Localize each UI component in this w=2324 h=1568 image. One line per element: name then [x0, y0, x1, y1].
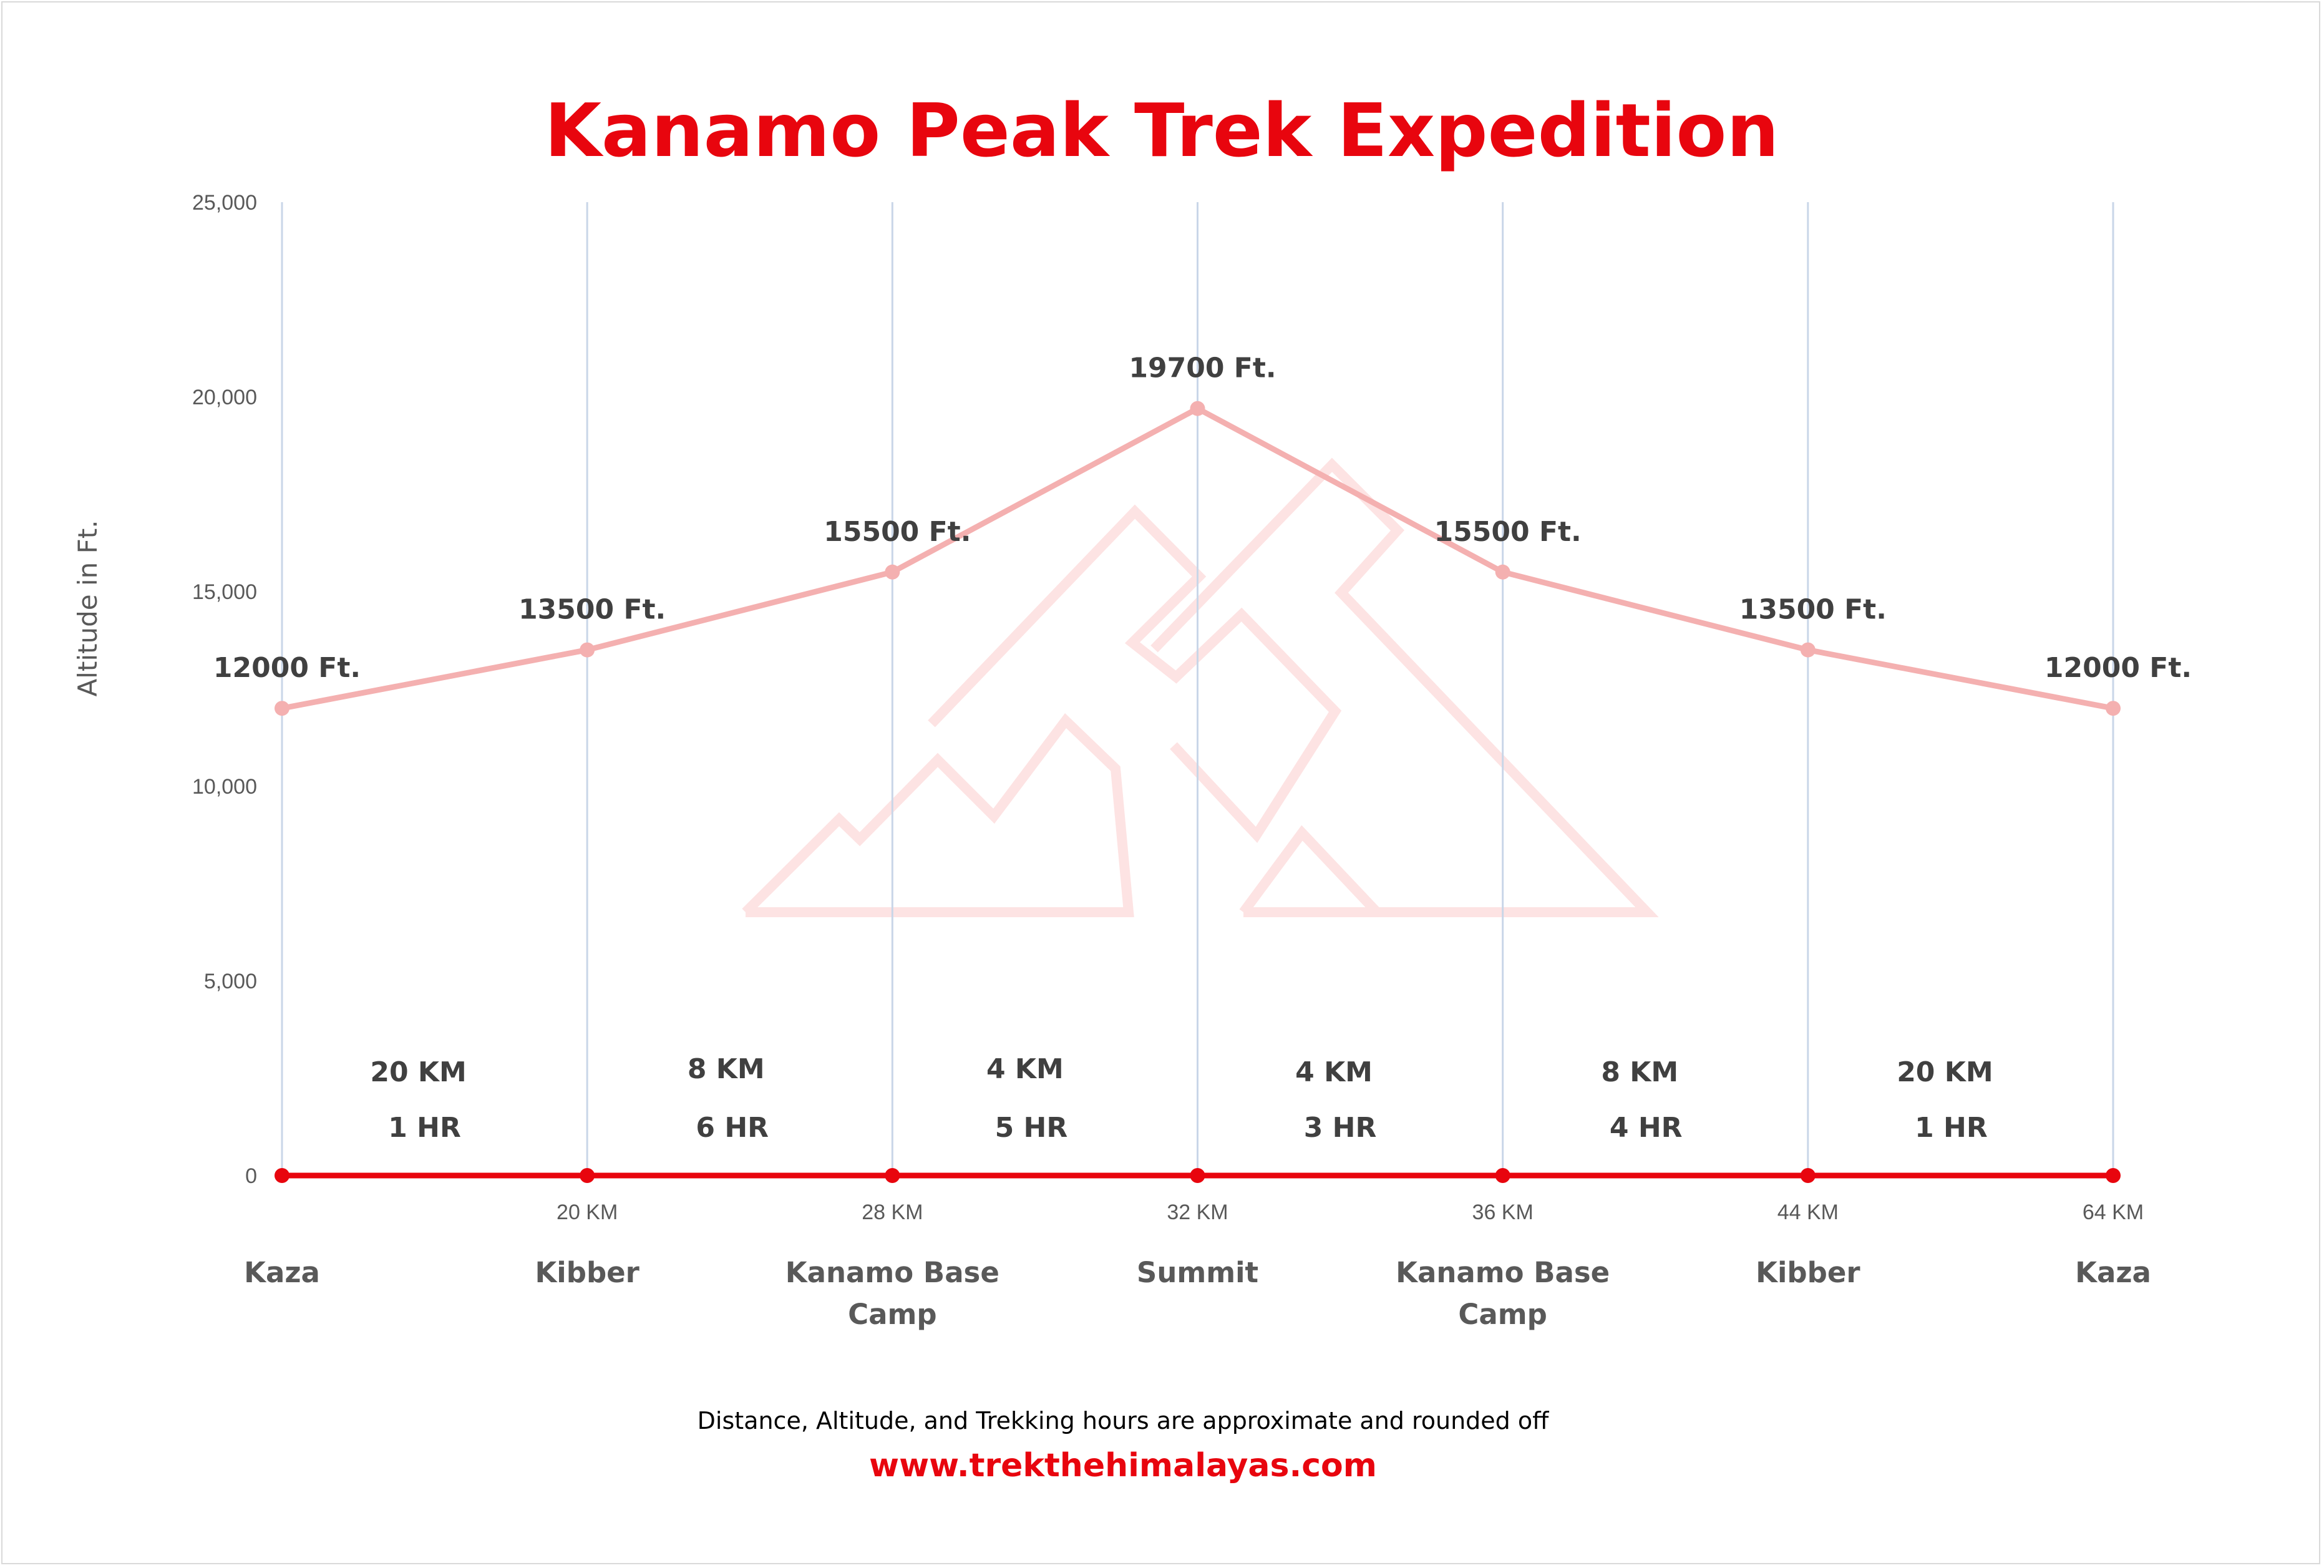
- x-distance-label: 36 KM: [1472, 1200, 1534, 1224]
- altitude-point: [2106, 701, 2121, 716]
- x-distance-label: 20 KM: [557, 1200, 618, 1224]
- x-place-label: Summit: [1137, 1256, 1258, 1289]
- altitude-data-label: 12000 Ft.: [2044, 652, 2192, 684]
- altitude-data-label: 13500 Ft.: [1739, 594, 1887, 626]
- y-axis-label: Altitude in Ft.: [72, 520, 103, 696]
- distance-point: [2106, 1168, 2121, 1183]
- altitude-data-label: 13500 Ft.: [518, 594, 666, 626]
- y-axis: 0 5,000 10,000 15,000 20,000 25,000: [192, 191, 257, 1188]
- altitude-data-label: 15500 Ft.: [824, 516, 971, 548]
- altitude-point: [580, 642, 595, 658]
- x-place-label: Camp: [848, 1298, 937, 1331]
- x-axis-labels: Kaza 20 KM Kibber 28 KM Kanamo Base Camp 32 KM…: [244, 1200, 2151, 1331]
- distance-point: [1190, 1168, 1205, 1183]
- segment-distance-label: 4 KM: [986, 1053, 1064, 1085]
- y-tick-label: 25,000: [192, 191, 257, 215]
- segment-time-label: 1 HR: [1915, 1112, 1988, 1144]
- x-place-label: Kaza: [244, 1256, 320, 1289]
- y-tick-label: 10,000: [192, 775, 257, 799]
- altitude-data-label: 15500 Ft.: [1434, 516, 1582, 548]
- altitude-data-label: 19700 Ft.: [1129, 353, 1276, 384]
- segment-distance-label: 20 KM: [1897, 1056, 1993, 1088]
- segment-time-label: 3 HR: [1304, 1112, 1377, 1144]
- segment-time-label: 1 HR: [388, 1112, 461, 1144]
- altitude-point: [1495, 564, 1510, 580]
- x-place-label: Kanamo Base: [785, 1256, 999, 1289]
- x-place-label: Kanamo Base: [1396, 1256, 1610, 1289]
- segment-distance-label: 8 KM: [688, 1053, 765, 1085]
- segment-labels: 20 KM 1 HR 8 KM 6 HR 4 KM 5 HR 4 KM 3 HR 8 KM 4 H…: [370, 1053, 1993, 1144]
- x-place-label: Camp: [1458, 1298, 1547, 1331]
- segment-distance-label: 8 KM: [1601, 1056, 1678, 1088]
- distance-point: [1800, 1168, 1816, 1183]
- footer-note: Distance, Altitude, and Trekking hours a…: [698, 1407, 1549, 1434]
- altitude-series: [275, 401, 2121, 716]
- altitude-point: [275, 701, 289, 716]
- distance-point: [1495, 1168, 1510, 1183]
- x-distance-label: 32 KM: [1167, 1200, 1228, 1224]
- x-place-label: Kibber: [535, 1256, 639, 1289]
- y-tick-label: 0: [245, 1164, 257, 1188]
- altitude-point: [885, 564, 900, 580]
- segment-distance-label: 20 KM: [370, 1056, 466, 1088]
- footer-url[interactable]: www.trekthehimalayas.com: [869, 1447, 1377, 1484]
- chart-title: Kanamo Peak Trek Expedition: [545, 87, 1779, 173]
- mountain-watermark-icon: [742, 457, 1659, 917]
- distance-series: [275, 1168, 2121, 1183]
- vertical-gridlines: [281, 202, 2114, 1176]
- x-distance-label: 64 KM: [2083, 1200, 2144, 1224]
- y-tick-label: 15,000: [192, 580, 257, 604]
- segment-distance-label: 4 KM: [1295, 1056, 1373, 1088]
- x-place-label: Kaza: [2075, 1256, 2151, 1289]
- distance-point: [580, 1168, 595, 1183]
- altitude-labels: 12000 Ft. 13500 Ft. 15500 Ft. 19700 Ft. 1550…: [213, 353, 2192, 684]
- x-distance-label: 28 KM: [862, 1200, 923, 1224]
- altitude-point: [1190, 401, 1205, 416]
- segment-time-label: 4 HR: [1610, 1112, 1683, 1144]
- y-tick-label: 5,000: [204, 970, 257, 993]
- distance-point: [885, 1168, 900, 1183]
- segment-time-label: 6 HR: [696, 1112, 769, 1144]
- distance-point: [275, 1168, 289, 1183]
- altitude-point: [1800, 642, 1816, 658]
- y-tick-label: 20,000: [192, 386, 257, 409]
- x-distance-label: 44 KM: [1777, 1200, 1839, 1224]
- segment-time-label: 5 HR: [995, 1112, 1068, 1144]
- x-place-label: Kibber: [1756, 1256, 1860, 1289]
- altitude-data-label: 12000 Ft.: [213, 652, 361, 684]
